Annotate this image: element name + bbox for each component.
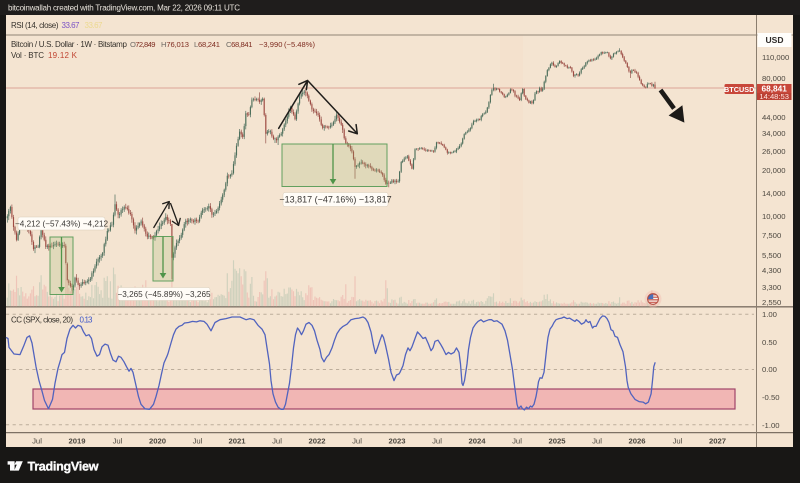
svg-text:0.13: 0.13 [80,316,94,325]
svg-text:34,000: 34,000 [762,129,786,138]
svg-text:Bitcoin / U.S. Dollar · 1W · B: Bitcoin / U.S. Dollar · 1W · Bitstamp [11,40,128,49]
svg-text:TradingView: TradingView [28,460,99,474]
svg-text:2020: 2020 [149,437,166,446]
svg-text:Jul: Jul [352,437,362,446]
svg-text:44,000: 44,000 [762,113,786,122]
svg-text:110,000: 110,000 [762,53,789,62]
svg-text:3,300: 3,300 [762,283,781,292]
svg-text:33.67: 33.67 [62,21,81,30]
svg-text:33.67: 33.67 [85,21,104,30]
svg-text:1.00: 1.00 [762,310,777,319]
svg-text:10,000: 10,000 [762,212,786,221]
svg-text:2,550: 2,550 [762,298,781,307]
svg-text:14:48:53: 14:48:53 [759,92,789,101]
svg-text:80,000: 80,000 [762,74,786,83]
svg-text:2027: 2027 [709,437,726,446]
svg-text:2023: 2023 [388,437,405,446]
svg-text:7,500: 7,500 [762,231,781,240]
svg-text:Jul: Jul [673,437,683,446]
svg-text:2019: 2019 [68,437,85,446]
svg-text:USD: USD [766,35,784,45]
svg-text:Vol · BTC: Vol · BTC [11,51,44,60]
svg-text:Jul: Jul [113,437,123,446]
svg-text:Jul: Jul [432,437,442,446]
svg-text:−4,212 (−57.43%) −4,212: −4,212 (−57.43%) −4,212 [15,220,109,229]
svg-text:−3,990: −3,990 [259,40,282,49]
svg-text:(−5.48%): (−5.48%) [284,40,315,49]
svg-text:2025: 2025 [548,437,566,446]
svg-text:−3,265 (−45.89%) −3,265: −3,265 (−45.89%) −3,265 [117,290,211,299]
svg-text:14,000: 14,000 [762,189,786,198]
svg-text:19.12 K: 19.12 K [48,51,78,60]
svg-text:0.50: 0.50 [762,338,777,347]
svg-text:5,500: 5,500 [762,251,781,260]
svg-text:2026: 2026 [628,437,645,446]
svg-text:Jul: Jul [592,437,602,446]
svg-text:Jul: Jul [512,437,522,446]
svg-text:20,000: 20,000 [762,166,786,175]
svg-text:CC (SPX, close, 20): CC (SPX, close, 20) [11,316,73,325]
svg-text:L68,241: L68,241 [194,40,220,49]
svg-text:−13,817 (−47.16%) −13,817: −13,817 (−47.16%) −13,817 [279,195,391,205]
svg-text:BTCUSD: BTCUSD [724,85,754,94]
svg-text:C68,841: C68,841 [226,40,253,49]
svg-text:-0.50: -0.50 [762,393,780,402]
svg-text:26,000: 26,000 [762,147,786,156]
svg-text:Jul: Jul [32,437,42,446]
svg-text:bitcoinwallah created with Tra: bitcoinwallah created with TradingView.c… [8,4,240,13]
svg-text:Jul: Jul [272,437,282,446]
svg-text:-1.00: -1.00 [762,421,780,430]
svg-text:Jul: Jul [193,437,203,446]
svg-text:0.00: 0.00 [762,365,777,374]
svg-text:68,841: 68,841 [762,84,788,94]
svg-text:2022: 2022 [308,437,325,446]
svg-text:O72,849: O72,849 [130,40,156,49]
svg-text:4,300: 4,300 [762,266,781,275]
svg-text:RSI (14, close): RSI (14, close) [11,21,59,30]
svg-text:2024: 2024 [468,437,486,446]
svg-text:H76,013: H76,013 [161,40,189,49]
svg-text:2021: 2021 [228,437,246,446]
